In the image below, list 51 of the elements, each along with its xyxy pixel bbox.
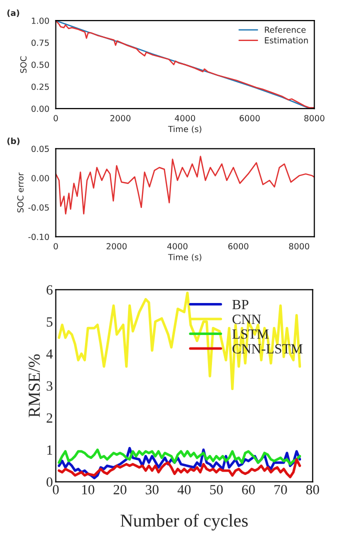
- x-tick-label: 4000: [167, 243, 188, 250]
- y-tick-label: 3: [46, 381, 52, 391]
- y-tick-label: 5: [46, 317, 52, 327]
- y-axis-title: RMSE/%: [28, 354, 40, 418]
- y-tick-label: 1.00: [32, 18, 49, 24]
- legend-label: BP: [232, 300, 248, 310]
- y-tick-label: 4: [46, 349, 53, 359]
- x-tick-label: 2000: [106, 243, 127, 250]
- y-tick-label: -0.10: [28, 234, 49, 240]
- y-tick-label: 0.00: [32, 175, 49, 182]
- x-tick-label: 4000: [174, 115, 196, 122]
- line-series: [58, 458, 302, 478]
- x-axis-title: Time (s): [168, 126, 202, 134]
- legend-label: Reference: [264, 26, 306, 33]
- x-axis-title: Number of cycles: [120, 514, 248, 530]
- x-tick-label: 8000: [289, 243, 310, 250]
- line-series: [56, 156, 314, 214]
- x-tick-label: 6000: [228, 243, 248, 250]
- x-tick-label: 0: [54, 243, 58, 250]
- x-tick-label: 20: [114, 484, 126, 494]
- legend-label: Estimation: [264, 37, 308, 44]
- y-tick-label: 0.25: [32, 84, 49, 90]
- line-series: [58, 448, 302, 466]
- x-tick-label: 50: [210, 484, 223, 494]
- y-tick-label: 0.00: [32, 106, 49, 112]
- legend-label: CNN: [232, 314, 261, 324]
- x-tick-label: 0: [54, 115, 58, 122]
- y-tick-label: 0.75: [32, 40, 49, 46]
- x-tick-label: 6000: [240, 115, 260, 122]
- x-tick-label: 40: [178, 484, 191, 494]
- y-tick-label: 6: [46, 285, 53, 295]
- x-tick-label: 60: [242, 484, 255, 494]
- y-tick-label: 0.05: [32, 146, 49, 152]
- line-series: [58, 292, 302, 390]
- x-tick-label: 10: [82, 484, 94, 494]
- y-tick-label: 1: [47, 445, 52, 455]
- x-tick-label: 80: [306, 484, 320, 494]
- text: (a): [7, 10, 20, 17]
- x-tick-label: 2000: [110, 115, 130, 122]
- text: (b): [7, 138, 20, 146]
- y-axis-title: SOC error: [17, 172, 24, 212]
- x-tick-label: 70: [274, 484, 287, 494]
- line-series: [56, 20, 314, 108]
- y-axis-title: SOC: [20, 56, 27, 73]
- y-tick-label: 0: [46, 477, 52, 487]
- y-tick-label: -0.05: [28, 204, 49, 211]
- x-tick-label: 30: [146, 484, 159, 494]
- x-axis-title: Time (s): [168, 254, 202, 262]
- y-tick-label: 0.50: [32, 62, 49, 68]
- y-tick-label: 2: [46, 413, 52, 423]
- x-tick-label: 8000: [304, 115, 324, 122]
